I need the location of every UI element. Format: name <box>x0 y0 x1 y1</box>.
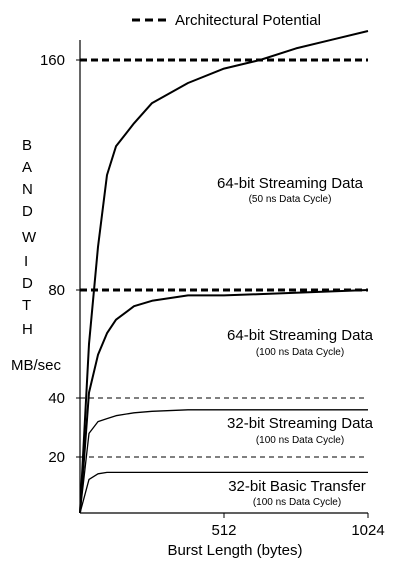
x-tick-label: 512 <box>211 522 236 539</box>
legend-label: Architectural Potential <box>175 12 321 29</box>
x-tick-label: 1024 <box>351 522 384 539</box>
y-axis-letter: H <box>22 321 33 338</box>
series-label-32bit-streaming: 32-bit Streaming Data <box>227 415 374 432</box>
series-sublabel-32bit-streaming: (100 ns Data Cycle) <box>256 435 344 446</box>
y-axis-label-letters: B A N D W I D T H <box>22 137 37 338</box>
y-axis-letter: N <box>22 181 33 198</box>
y-axis-letter: T <box>22 297 31 314</box>
y-axis-unit: MB/sec <box>11 357 62 374</box>
reference-lines <box>80 58 368 458</box>
series-sublabel-64bit-100ns: (100 ns Data Cycle) <box>256 347 344 358</box>
y-axis-letter: D <box>22 275 33 292</box>
y-axis-letter: D <box>22 203 33 220</box>
series-line <box>79 30 369 514</box>
series-line <box>79 289 369 514</box>
y-tick-label: 20 <box>48 449 65 466</box>
y-axis-letter: W <box>22 229 37 246</box>
x-ticks: 512 1024 <box>211 513 385 539</box>
x-axis-label: Burst Length (bytes) <box>167 542 302 559</box>
y-axis-letter: A <box>22 159 32 176</box>
y-ticks: 20 40 80 160 <box>40 52 80 466</box>
y-tick-label: 80 <box>48 282 65 299</box>
series-lines <box>79 30 369 514</box>
series-label-64bit-100ns: 64-bit Streaming Data <box>227 327 374 344</box>
series-line <box>79 409 368 514</box>
y-tick-label: 40 <box>48 390 65 407</box>
series-label-64bit-50ns: 64-bit Streaming Data <box>217 175 364 192</box>
series-line <box>79 471 368 514</box>
series-label-32bit-basic: 32-bit Basic Transfer <box>228 478 366 495</box>
series-sublabel-64bit-50ns: (50 ns Data Cycle) <box>249 194 332 205</box>
y-tick-label: 160 <box>40 52 65 69</box>
y-axis-letter: I <box>24 253 28 270</box>
series-sublabel-32bit-basic: (100 ns Data Cycle) <box>253 497 341 508</box>
y-axis-letter: B <box>22 137 32 154</box>
